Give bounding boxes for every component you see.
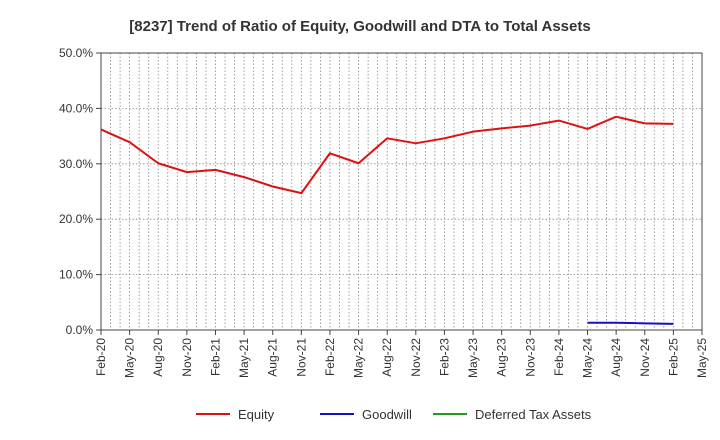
x-tick-label: Nov-24	[638, 338, 652, 377]
legend-label-deferred-tax-assets: Deferred Tax Assets	[475, 407, 592, 422]
x-tick-label: Aug-21	[266, 338, 280, 377]
grid	[101, 53, 702, 330]
x-tick-label: Feb-24	[552, 338, 566, 376]
x-tick-label: Nov-20	[180, 338, 194, 377]
x-tick-label: Aug-22	[380, 338, 394, 377]
x-tick-label: May-23	[466, 338, 480, 378]
y-tick-label: 0.0%	[66, 323, 94, 337]
x-tick-label: Aug-20	[151, 338, 165, 377]
x-tick-label: May-21	[237, 338, 251, 378]
legend: Equity Goodwill Deferred Tax Assets	[196, 407, 592, 422]
y-axis: 0.0% 10.0% 20.0% 30.0% 40.0% 50.0%	[59, 46, 101, 337]
y-tick-label: 40.0%	[59, 101, 93, 115]
chart-title: [8237] Trend of Ratio of Equity, Goodwil…	[129, 18, 590, 35]
x-tick-label: Feb-23	[437, 338, 451, 376]
x-axis: Feb-20 May-20 Aug-20 Nov-20 Feb-21 May-21 Aug-…	[94, 330, 709, 378]
x-tick-label: Aug-23	[495, 338, 509, 377]
series-line-equity	[100, 115, 674, 195]
x-tick-label: Nov-23	[523, 338, 537, 377]
x-tick-label: Feb-20	[94, 338, 108, 376]
x-tick-label: Feb-25	[666, 338, 680, 376]
legend-label-equity: Equity	[238, 407, 275, 422]
y-tick-label: 50.0%	[59, 46, 93, 60]
x-tick-label: May-25	[695, 338, 709, 378]
x-tick-label: May-20	[123, 338, 137, 378]
x-tick-label: Feb-22	[323, 338, 337, 376]
plot-area	[100, 52, 703, 331]
x-tick-label: May-24	[581, 338, 595, 378]
x-tick-label: Nov-21	[294, 338, 308, 377]
x-tick-label: Nov-22	[409, 338, 423, 377]
series-line-goodwill	[587, 321, 674, 325]
y-tick-label: 30.0%	[59, 157, 93, 171]
y-tick-label: 20.0%	[59, 212, 93, 226]
series	[100, 115, 674, 325]
x-tick-label: Aug-24	[609, 338, 623, 377]
x-tick-label: Feb-21	[208, 338, 222, 376]
y-tick-label: 10.0%	[59, 268, 93, 282]
x-tick-label: May-22	[352, 338, 366, 378]
legend-label-goodwill: Goodwill	[362, 407, 412, 422]
